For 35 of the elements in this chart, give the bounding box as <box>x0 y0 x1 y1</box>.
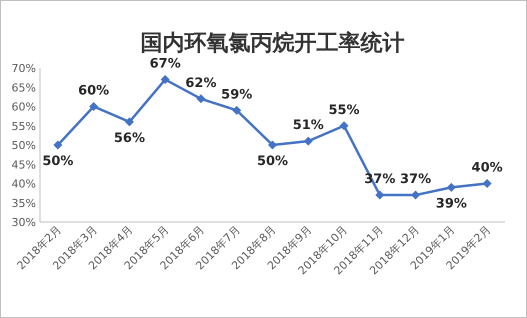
y-tick-label: 45% <box>12 158 36 172</box>
data-label: 56% <box>114 130 145 146</box>
point <box>446 182 456 192</box>
point <box>411 190 420 200</box>
y-tick-label: 55% <box>12 120 36 133</box>
point <box>304 136 313 146</box>
point <box>340 121 349 130</box>
data-label: 40% <box>472 160 503 176</box>
chart-title: 国内环氧氯丙烷开工率统计 <box>140 30 404 55</box>
data-label: 51% <box>292 118 324 134</box>
data-label: 37% <box>400 172 432 188</box>
point <box>89 102 98 111</box>
data-label: 39% <box>436 196 467 212</box>
data-label: 62% <box>185 76 217 91</box>
data-label: 50% <box>42 154 74 169</box>
data-label: 59% <box>221 87 252 102</box>
point <box>53 140 62 150</box>
data-label: 60% <box>78 84 110 98</box>
data-label: 55% <box>328 102 360 118</box>
point <box>160 75 170 84</box>
point <box>482 179 492 188</box>
point <box>375 190 384 200</box>
y-tick-label: 30% <box>12 216 36 229</box>
y-tick-label: 40% <box>12 178 36 190</box>
data-label: 67% <box>150 56 181 72</box>
y-tick-label: 60% <box>12 100 36 114</box>
point <box>268 140 277 150</box>
point <box>232 106 242 115</box>
y-tick-label: 70% <box>12 62 36 75</box>
y-tick-label: 50% <box>12 139 36 152</box>
point <box>196 94 206 104</box>
y-tick-label: 65% <box>12 81 36 94</box>
point <box>124 117 134 126</box>
y-tick-label: 35% <box>12 196 36 210</box>
data-label: 50% <box>256 154 288 169</box>
